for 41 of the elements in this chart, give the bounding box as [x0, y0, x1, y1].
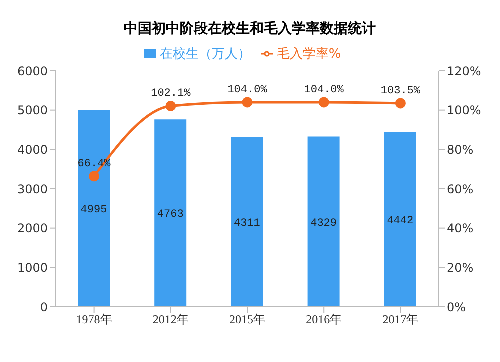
data-label: 4329 [310, 218, 338, 230]
x-tick-label: 2016年 [306, 312, 342, 327]
y-tick-label: 5000 [17, 104, 48, 118]
y2-tick-label: 100% [447, 104, 482, 118]
data-label: 4763 [157, 209, 184, 222]
y-tick-label: 4000 [17, 142, 48, 157]
chart-title: 中国初中阶段在校生和毛入学率数据统计 [123, 20, 377, 38]
y2-tick-label: 20% [447, 260, 474, 275]
point [318, 97, 330, 108]
legend-label: 毛入学率% [276, 47, 342, 62]
bar [231, 137, 264, 307]
y-tick-label: 0 [40, 300, 48, 314]
point [395, 98, 406, 109]
x-tick-label: 1978年 [76, 312, 112, 327]
y-tick-label: 3000 [17, 182, 48, 196]
x-tick-label: 2015年 [230, 312, 266, 327]
y-tick-label: 6000 [17, 64, 48, 78]
bar [308, 136, 340, 307]
point [89, 171, 100, 182]
y-tick-label: 1000 [17, 260, 48, 275]
y2-tick-label: 120% [447, 64, 482, 78]
y2-tick-label: 80% [447, 142, 474, 157]
data-label: 104.0% [228, 84, 268, 96]
x-tick-label: 2012年 [152, 312, 189, 327]
bar [78, 110, 110, 307]
data-label: 102.1% [151, 88, 192, 100]
bar [154, 120, 187, 307]
data-label: 4995 [80, 204, 108, 217]
point [242, 97, 253, 108]
data-label: 103.5% [380, 85, 421, 98]
y2-tick-label: 60% [447, 182, 474, 196]
bar [384, 132, 416, 307]
x-tick-label: 2017年 [382, 312, 419, 327]
point [166, 100, 176, 112]
data-label: 104.0% [304, 84, 344, 96]
y2-tick-label: 0% [447, 300, 466, 314]
y-tick-label: 2000 [17, 222, 48, 236]
legend-label: 在校生（万人） [160, 47, 251, 62]
data-label: 4311 [234, 218, 261, 230]
data-label: 4442 [387, 216, 414, 228]
y2-tick-label: 40% [447, 222, 474, 236]
